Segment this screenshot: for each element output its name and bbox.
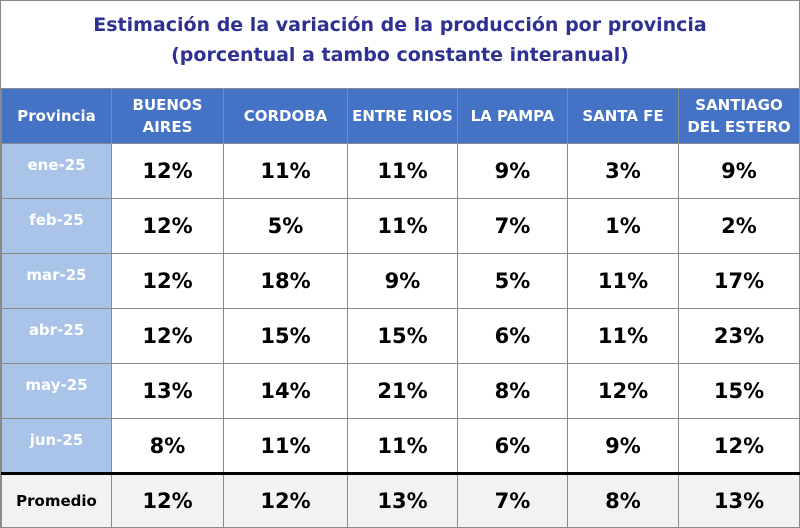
table-cell: 2% [678,198,800,254]
table-cell: 6% [457,418,568,474]
table-cell: 15% [347,308,458,364]
row-label: may-25 [1,363,112,419]
table-cell: 3% [567,143,679,199]
footer-cell: 12% [111,472,224,528]
table-cell: 11% [567,308,679,364]
row-label: mar-25 [1,253,112,309]
footer-label: Promedio [1,472,112,528]
footer-cell: 13% [347,472,458,528]
column-header: LA PAMPA [457,88,568,144]
row-label: jun-25 [1,418,112,474]
table-cell: 5% [223,198,348,254]
table-cell: 5% [457,253,568,309]
table-cell: 7% [457,198,568,254]
table-cell: 8% [457,363,568,419]
column-header: BUENOS AIRES [111,88,224,144]
table-cell: 21% [347,363,458,419]
table-title: Estimación de la variación de la producc… [1,1,799,88]
table-cell: 12% [111,198,224,254]
table-cell: 12% [111,143,224,199]
table-cell: 6% [457,308,568,364]
table-row: feb-25 12% 5% 11% 7% 1% 2% [1,198,800,254]
table-cell: 9% [567,418,679,474]
title-line-2: (porcentual a tambo constante interanual… [171,44,629,66]
row-label: ene-25 [1,143,112,199]
production-table: Provincia BUENOS AIRES CORDOBA ENTRE RIOS LA… [1,88,800,528]
table-cell: 15% [223,308,348,364]
table-cell: 11% [223,143,348,199]
footer-cell: 12% [223,472,348,528]
table-cell: 9% [347,253,458,309]
table-row: abr-25 12% 15% 15% 6% 11% 23% [1,308,800,364]
table-cell: 15% [678,363,800,419]
table-cell: 12% [567,363,679,419]
row-label: feb-25 [1,198,112,254]
table-cell: 13% [111,363,224,419]
table-cell: 11% [223,418,348,474]
header-row: Provincia BUENOS AIRES CORDOBA ENTRE RIOS LA… [1,88,800,144]
table-cell: 17% [678,253,800,309]
table-cell: 11% [567,253,679,309]
column-header-provincia: Provincia [1,88,112,144]
table-cell: 12% [111,253,224,309]
table-cell: 9% [457,143,568,199]
table-cell: 9% [678,143,800,199]
table-cell: 18% [223,253,348,309]
footer-cell: 13% [678,472,800,528]
table-cell: 12% [678,418,800,474]
column-header: SANTIAGO DEL ESTERO [678,88,800,144]
title-line-1: Estimación de la variación de la producc… [93,14,707,36]
row-label: abr-25 [1,308,112,364]
footer-row: Promedio 12% 12% 13% 7% 8% 13% [1,472,800,528]
footer-cell: 7% [457,472,568,528]
column-header: ENTRE RIOS [347,88,458,144]
table-cell: 1% [567,198,679,254]
footer-cell: 8% [567,472,679,528]
table-row: may-25 13% 14% 21% 8% 12% 15% [1,363,800,419]
table-cell: 11% [347,143,458,199]
table-row: jun-25 8% 11% 11% 6% 9% 12% [1,418,800,474]
table-row: ene-25 12% 11% 11% 9% 3% 9% [1,143,800,199]
table-cell: 23% [678,308,800,364]
table-row: mar-25 12% 18% 9% 5% 11% 17% [1,253,800,309]
table-cell: 11% [347,418,458,474]
table-cell: 14% [223,363,348,419]
table-cell: 12% [111,308,224,364]
table-cell: 11% [347,198,458,254]
column-header: CORDOBA [223,88,348,144]
table-cell: 8% [111,418,224,474]
column-header: SANTA FE [567,88,679,144]
